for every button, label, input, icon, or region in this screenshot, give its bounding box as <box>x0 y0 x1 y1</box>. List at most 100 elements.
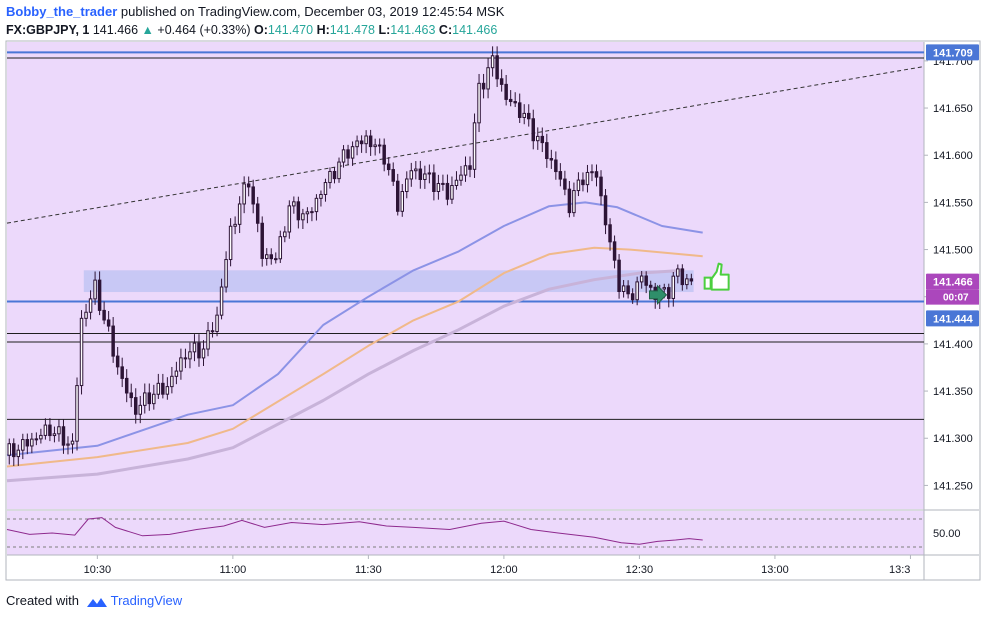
candle <box>558 163 563 187</box>
candle <box>671 272 676 307</box>
thumb-cuff <box>703 276 712 290</box>
candle <box>445 174 450 206</box>
candle <box>39 428 43 444</box>
candle-body <box>219 286 224 316</box>
candle-body <box>545 142 549 160</box>
candle-body <box>147 392 152 405</box>
candle-body <box>594 171 599 178</box>
candle <box>332 167 337 184</box>
candle-body <box>590 171 594 174</box>
candle <box>210 322 215 338</box>
candle <box>545 133 549 168</box>
candle <box>310 207 314 222</box>
candle-body <box>405 178 409 193</box>
candle <box>296 196 301 229</box>
candle <box>183 348 188 369</box>
candle-body <box>310 211 314 214</box>
y-tick-label: 141.300 <box>933 433 973 445</box>
author-link[interactable]: Bobby_the_trader <box>6 4 118 19</box>
candle <box>395 173 400 216</box>
candle-body <box>106 319 111 327</box>
candle <box>34 432 39 446</box>
candle-body <box>224 259 228 288</box>
candle-body <box>264 254 269 259</box>
open-label: O: <box>254 23 268 37</box>
candle-body <box>391 169 395 182</box>
candle <box>16 444 21 466</box>
candle <box>346 144 350 165</box>
symbol-label[interactable]: FX:GBPJPY, 1 <box>6 23 90 37</box>
y-tick-label: 141.600 <box>933 150 973 162</box>
open-value: 141.470 <box>267 23 314 37</box>
candle-body <box>210 330 215 333</box>
publish-line: Bobby_the_trader published on TradingVie… <box>6 4 504 19</box>
candle <box>612 235 617 269</box>
chart-frame <box>5 40 981 581</box>
candle <box>147 383 152 411</box>
candle-body <box>133 397 138 415</box>
price-label-box <box>926 44 979 61</box>
candle-body <box>61 426 66 446</box>
candle-body <box>233 223 237 227</box>
candle <box>364 130 368 154</box>
candle-body <box>301 213 305 221</box>
candle <box>43 418 48 440</box>
y-tick-label: 141.650 <box>933 103 973 115</box>
rsi-pane-background <box>7 511 924 555</box>
candle <box>174 361 179 385</box>
candle <box>301 208 305 229</box>
candle <box>129 383 133 408</box>
candle-body <box>7 443 12 456</box>
candle <box>143 383 147 414</box>
x-tick-label: 12:30 <box>626 564 654 576</box>
candle-body <box>585 171 590 186</box>
candle <box>581 172 585 192</box>
candle <box>549 149 554 169</box>
candle-body <box>490 55 495 69</box>
candle <box>526 104 531 127</box>
candle <box>427 164 432 184</box>
candle-body <box>337 161 341 180</box>
candle-body <box>246 183 251 188</box>
candle-body <box>599 176 603 197</box>
candle-body <box>255 203 260 224</box>
candle-body <box>25 439 30 447</box>
candle-body <box>517 102 522 118</box>
candle <box>423 165 427 189</box>
candle <box>576 172 581 197</box>
candle <box>319 190 323 207</box>
candle <box>418 160 423 189</box>
candle-body <box>581 179 585 186</box>
candle-body <box>468 165 472 170</box>
tradingview-link[interactable]: TradingView <box>110 593 183 608</box>
candle-body <box>400 191 405 212</box>
candle-body <box>43 424 48 436</box>
candle <box>30 432 34 454</box>
candle <box>156 373 161 399</box>
candle-body <box>170 375 174 388</box>
last-price: 141.466 <box>92 23 139 37</box>
candle <box>359 135 364 153</box>
candle-body <box>350 146 355 159</box>
candle-body <box>617 259 621 292</box>
candle <box>400 184 405 217</box>
candle <box>287 200 292 239</box>
candle-body <box>603 195 608 226</box>
candle <box>292 196 296 214</box>
candle <box>409 162 414 187</box>
candle-body <box>124 377 129 394</box>
candle <box>608 218 612 251</box>
candle <box>179 348 183 380</box>
candle-body <box>88 298 93 313</box>
candle <box>25 433 30 455</box>
candle <box>115 346 120 375</box>
candle <box>463 156 468 182</box>
candle-body <box>639 275 644 283</box>
candle <box>350 141 355 166</box>
candle <box>152 384 156 410</box>
candle <box>88 290 93 320</box>
candle-body <box>30 438 34 447</box>
candle <box>57 419 61 442</box>
y-tick-label: 141.350 <box>933 386 973 398</box>
